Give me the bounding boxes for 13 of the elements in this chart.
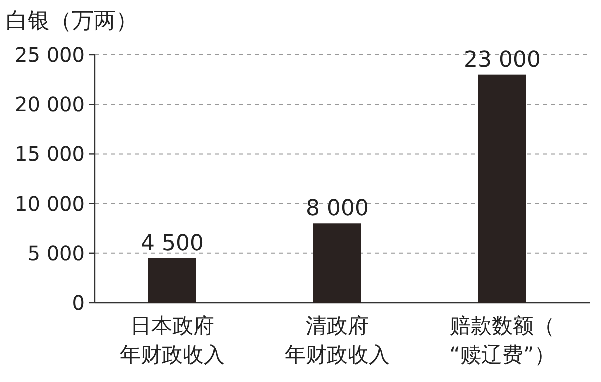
y-tick-label: 25 000 (15, 43, 85, 67)
y-tick-label: 10 000 (15, 192, 85, 216)
x-tick-label: 清政府年财政收入 (285, 314, 390, 367)
y-tick-label: 15 000 (15, 142, 85, 166)
data-label: 8 000 (306, 196, 369, 222)
data-label: 4 500 (141, 231, 204, 256)
x-tick-label: 日本政府年财政收入 (120, 314, 225, 367)
y-axis-title: 白银（万两） (6, 9, 138, 34)
x-tick-label: 赔款数额（“赎辽费”） (450, 314, 556, 367)
y-tick-label: 0 (72, 291, 85, 315)
y-tick-label: 20 000 (15, 92, 85, 117)
data-label: 23 000 (464, 48, 541, 73)
y-tick-label: 5 000 (28, 241, 85, 266)
